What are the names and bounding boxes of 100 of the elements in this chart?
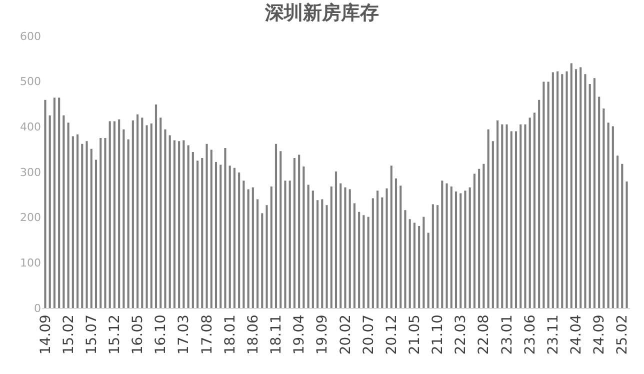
bar: [358, 212, 360, 308]
bar: [81, 144, 84, 308]
bar: [621, 164, 624, 308]
y-tick-label: 500: [20, 75, 41, 88]
x-tick-label: 24.09: [592, 314, 608, 355]
bar: [556, 71, 559, 308]
bar: [132, 120, 134, 308]
bar: [340, 183, 342, 308]
bar: [570, 63, 572, 308]
x-tick-label: 18.06: [245, 314, 262, 355]
bar: [136, 114, 139, 308]
bar: [574, 69, 578, 308]
bar: [201, 158, 204, 308]
bar: [602, 108, 605, 308]
bar: [86, 141, 88, 308]
x-tick-label: 15.02: [60, 314, 77, 355]
x-tick-label: 17.03: [176, 314, 192, 355]
bar: [238, 172, 240, 308]
x-tick-label: 21.05: [407, 314, 424, 355]
x-tick-label: 15.12: [107, 314, 124, 355]
bar: [464, 190, 466, 308]
x-tick-label: 19.09: [314, 314, 331, 355]
bar: [381, 197, 384, 308]
bar: [210, 150, 212, 308]
bar: [187, 145, 190, 308]
bar: [404, 210, 406, 308]
bar: [580, 67, 582, 308]
y-tick-label: 100: [20, 256, 41, 270]
bar: [312, 190, 314, 308]
bar: [520, 124, 522, 308]
bar: [307, 184, 310, 308]
bar: [478, 168, 480, 308]
y-tick-label: 0: [34, 302, 41, 315]
bar: [233, 168, 236, 308]
bar: [390, 166, 392, 308]
bar: [616, 156, 619, 308]
bar: [252, 187, 254, 308]
bar: [482, 164, 485, 308]
bar: [108, 121, 111, 308]
bar: [427, 232, 430, 308]
bar: [44, 100, 46, 308]
bar: [408, 219, 411, 308]
x-tick-label: 14.09: [38, 314, 54, 355]
bar: [302, 166, 305, 308]
bar: [261, 213, 264, 308]
bar: [496, 120, 499, 308]
bar: [298, 154, 300, 308]
bar: [94, 160, 98, 308]
x-tick-label: 23.06: [522, 314, 538, 355]
x-tick-label: 19.04: [292, 314, 308, 355]
bar: [386, 188, 388, 308]
bar: [173, 140, 176, 308]
bar: [598, 96, 600, 308]
bar: [422, 216, 425, 308]
bar: [492, 141, 494, 308]
bar: [348, 189, 351, 308]
bar: [76, 134, 79, 308]
bar: [372, 198, 374, 308]
x-tick-label: 23.11: [545, 314, 562, 355]
bar: [501, 124, 504, 308]
bar: [413, 222, 416, 308]
bar: [542, 82, 545, 308]
bar: [524, 124, 526, 308]
bar: [214, 162, 218, 308]
bar: [446, 183, 448, 308]
x-tick-label: 22.08: [476, 314, 492, 355]
bar: [196, 160, 199, 308]
bar: [588, 84, 591, 308]
bar: [67, 122, 70, 308]
bar: [418, 226, 420, 308]
bar: [376, 190, 379, 308]
bar: [468, 187, 471, 308]
bar: [316, 200, 319, 308]
bar: [53, 98, 56, 308]
x-tick-label: 20.02: [338, 314, 354, 355]
bar: [206, 144, 208, 308]
bar: [607, 122, 610, 308]
bar: [168, 135, 171, 308]
bar: [552, 72, 554, 308]
bar: [58, 98, 60, 308]
chart-title: 深圳新房库存: [264, 2, 379, 24]
bar: [454, 191, 458, 308]
bar: [192, 152, 194, 308]
bar: [274, 144, 278, 308]
x-tick-label: 20.07: [360, 314, 377, 355]
bar: [566, 71, 568, 308]
bar: [247, 189, 250, 308]
bar: [146, 125, 148, 308]
bar: [441, 180, 444, 308]
x-tick-label: 18.11: [268, 314, 285, 355]
bar: [104, 138, 106, 308]
bar: [612, 126, 614, 308]
bar: [432, 204, 434, 308]
bar: [510, 131, 512, 308]
bar: [344, 187, 346, 308]
bar: [330, 186, 332, 308]
bar: [593, 78, 596, 308]
y-tick-label: 300: [20, 166, 41, 179]
bar: [288, 180, 291, 308]
bar: [127, 139, 130, 308]
